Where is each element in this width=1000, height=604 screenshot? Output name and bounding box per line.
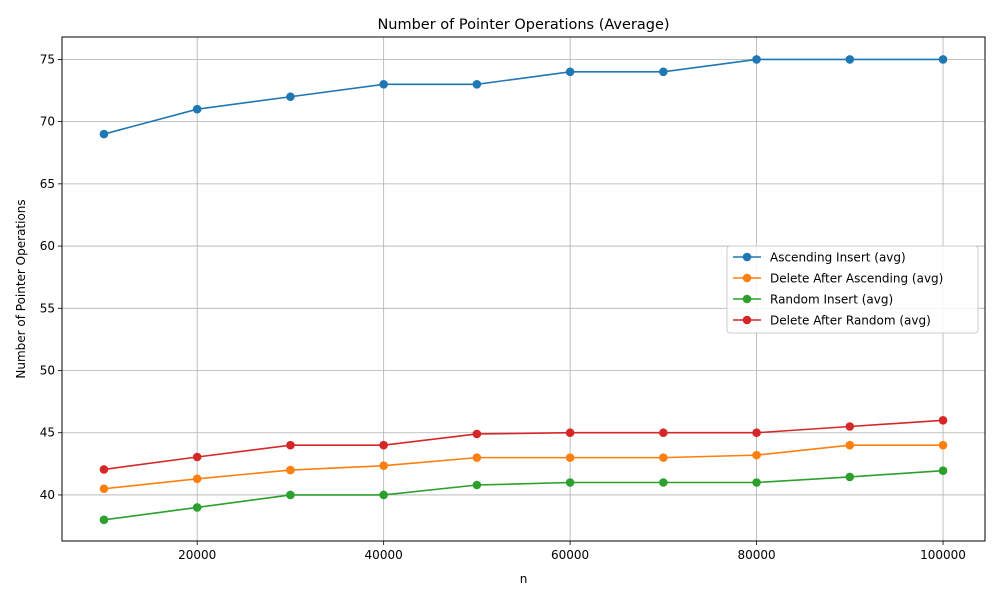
data-point bbox=[752, 428, 761, 438]
legend-entry: Delete After Random (avg) bbox=[733, 314, 931, 328]
data-point bbox=[845, 440, 855, 450]
y-tick-label: 45 bbox=[40, 426, 55, 440]
data-point bbox=[938, 55, 948, 64]
data-point bbox=[659, 478, 668, 487]
data-point bbox=[99, 129, 109, 139]
legend-entry: Ascending Insert (avg) bbox=[733, 251, 906, 265]
series-ascending-insert-avg bbox=[99, 55, 948, 139]
data-point bbox=[379, 461, 388, 471]
legend-marker bbox=[742, 294, 752, 304]
x-tick-label: 80000 bbox=[737, 548, 775, 562]
y-tick-label: 70 bbox=[40, 115, 55, 129]
data-point bbox=[286, 490, 295, 500]
legend-box bbox=[726, 245, 979, 334]
data-point bbox=[99, 484, 109, 494]
legend-marker bbox=[742, 252, 752, 262]
series-delete-after-ascending-avg bbox=[99, 440, 948, 494]
data-point bbox=[565, 67, 575, 77]
data-point bbox=[192, 104, 202, 114]
legend-label: Delete After Ascending (avg) bbox=[770, 272, 943, 286]
data-point bbox=[565, 478, 575, 487]
data-point bbox=[379, 490, 388, 500]
series-line bbox=[103, 58, 944, 135]
data-point bbox=[938, 466, 948, 475]
x-axis-ticks: 20000 40000 60000 80000 100000 bbox=[178, 541, 966, 562]
data-point bbox=[752, 478, 761, 487]
data-point bbox=[99, 515, 109, 525]
data-point bbox=[286, 440, 295, 450]
x-tick-label: 20000 bbox=[178, 548, 216, 562]
legend: Ascending Insert (avg) Delete After Ascen… bbox=[726, 245, 979, 334]
data-point bbox=[99, 465, 109, 474]
data-point bbox=[192, 503, 202, 512]
x-tick-label: 40000 bbox=[365, 548, 403, 562]
data-point bbox=[565, 453, 575, 462]
data-point bbox=[938, 440, 948, 450]
x-axis-label: n bbox=[520, 572, 528, 586]
data-point bbox=[845, 472, 855, 482]
y-tick-label: 55 bbox=[40, 301, 55, 315]
x-tick-label: 60000 bbox=[551, 548, 589, 562]
data-point bbox=[472, 79, 482, 89]
series-line bbox=[103, 419, 944, 471]
y-tick-label: 40 bbox=[40, 488, 55, 502]
series-line bbox=[103, 469, 944, 521]
data-point bbox=[752, 55, 761, 64]
data-point bbox=[938, 415, 948, 425]
data-point bbox=[379, 440, 388, 450]
data-point bbox=[472, 453, 482, 462]
data-point bbox=[379, 79, 388, 89]
legend-label: Ascending Insert (avg) bbox=[770, 251, 906, 265]
data-point bbox=[845, 55, 855, 64]
data-point bbox=[845, 422, 855, 431]
y-tick-label: 75 bbox=[40, 52, 55, 66]
data-point bbox=[286, 465, 295, 475]
plot-frame bbox=[61, 36, 986, 542]
data-point bbox=[472, 429, 482, 439]
legend-entry: Delete After Ascending (avg) bbox=[733, 272, 943, 286]
y-tick-label: 65 bbox=[40, 177, 55, 191]
legend-label: Random Insert (avg) bbox=[770, 293, 893, 307]
x-tick-label: 100000 bbox=[920, 548, 966, 562]
data-point bbox=[565, 428, 575, 438]
data-point bbox=[472, 480, 482, 490]
legend-marker bbox=[742, 273, 752, 283]
data-point bbox=[286, 92, 295, 102]
data-point bbox=[659, 428, 668, 438]
y-axis-ticks: 40 45 50 55 60 65 70 75 bbox=[40, 52, 62, 502]
data-point bbox=[659, 67, 668, 77]
legend-label: Delete After Random (avg) bbox=[770, 314, 931, 328]
y-axis-label: Number of Pointer Operations bbox=[14, 199, 28, 378]
data-point bbox=[192, 474, 202, 484]
data-point bbox=[752, 450, 761, 460]
legend-entry: Random Insert (avg) bbox=[733, 293, 893, 307]
legend-marker bbox=[742, 315, 752, 325]
series-layer bbox=[99, 55, 948, 525]
y-tick-label: 60 bbox=[40, 239, 55, 253]
series-random-insert-avg bbox=[99, 466, 948, 525]
y-tick-label: 50 bbox=[40, 364, 55, 378]
data-point bbox=[192, 452, 202, 462]
series-line bbox=[103, 444, 944, 490]
series-delete-after-random-avg bbox=[99, 415, 948, 474]
data-point bbox=[659, 453, 668, 462]
chart-title: Number of Pointer Operations (Average) bbox=[377, 17, 669, 33]
